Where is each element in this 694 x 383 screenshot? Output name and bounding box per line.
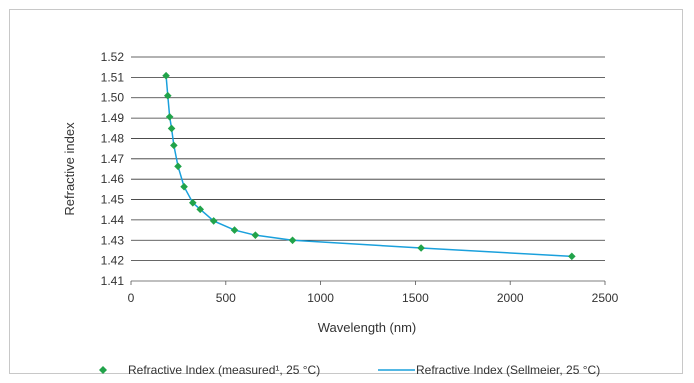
series-markers	[162, 71, 576, 261]
data-point-measured	[180, 182, 188, 191]
data-point-measured	[251, 231, 260, 239]
data-point-measured	[196, 205, 205, 214]
data-point-measured	[209, 217, 218, 225]
x-axis-ticks: 0 500 1000 1500 2000 2500	[128, 281, 619, 305]
y-tick-label: 1.48	[101, 131, 125, 145]
x-tick-label: 500	[216, 291, 236, 305]
y-tick-label: 1.43	[101, 233, 125, 247]
y-tick-label: 1.51	[101, 70, 125, 84]
data-point-measured	[230, 226, 239, 234]
data-point-measured	[189, 199, 197, 207]
x-tick-label: 2500	[592, 291, 619, 305]
legend-label-sellmeier: Refractive Index (Sellmeier, 25 °C)	[416, 363, 600, 377]
y-tick-label: 1.47	[101, 152, 125, 166]
y-axis-ticks: 1.41 1.42 1.43 1.44 1.45 1.46 1.47 1.48 1.49 1.50…	[101, 50, 125, 288]
x-tick-label: 1500	[402, 291, 429, 305]
x-axis-title: Wavelength (nm)	[318, 320, 417, 335]
data-point-measured	[174, 162, 182, 171]
legend-marker-measured-icon	[99, 366, 107, 374]
x-tick-label: 0	[128, 291, 135, 305]
y-tick-label: 1.50	[101, 91, 125, 105]
x-tick-label: 2000	[497, 291, 524, 305]
data-point-measured	[288, 236, 297, 245]
y-tick-label: 1.45	[101, 193, 125, 207]
series-lines	[165, 75, 572, 258]
y-tick-label: 1.52	[101, 50, 125, 64]
data-point-measured	[167, 124, 176, 133]
grid-lines	[131, 56, 605, 282]
legend-label-measured: Refractive Index (measured¹, 25 °C)	[128, 363, 320, 377]
y-tick-label: 1.42	[101, 254, 125, 268]
y-tick-label: 1.41	[101, 274, 125, 288]
x-tick-label: 1000	[307, 291, 334, 305]
data-point-measured	[165, 113, 174, 121]
legend: Refractive Index (measured¹, 25 °C) Refr…	[99, 363, 600, 377]
y-axis-title: Refractive index	[62, 122, 77, 216]
data-point-measured	[163, 91, 172, 100]
data-point-measured	[568, 252, 576, 261]
data-point-measured	[162, 71, 170, 80]
data-point-measured	[170, 141, 178, 150]
data-point-measured	[417, 244, 425, 252]
y-tick-label: 1.46	[101, 172, 125, 186]
chart-frame	[9, 9, 683, 374]
y-tick-label: 1.44	[101, 213, 125, 227]
series-line-sellmeier	[165, 75, 572, 258]
y-tick-label: 1.49	[101, 111, 125, 125]
